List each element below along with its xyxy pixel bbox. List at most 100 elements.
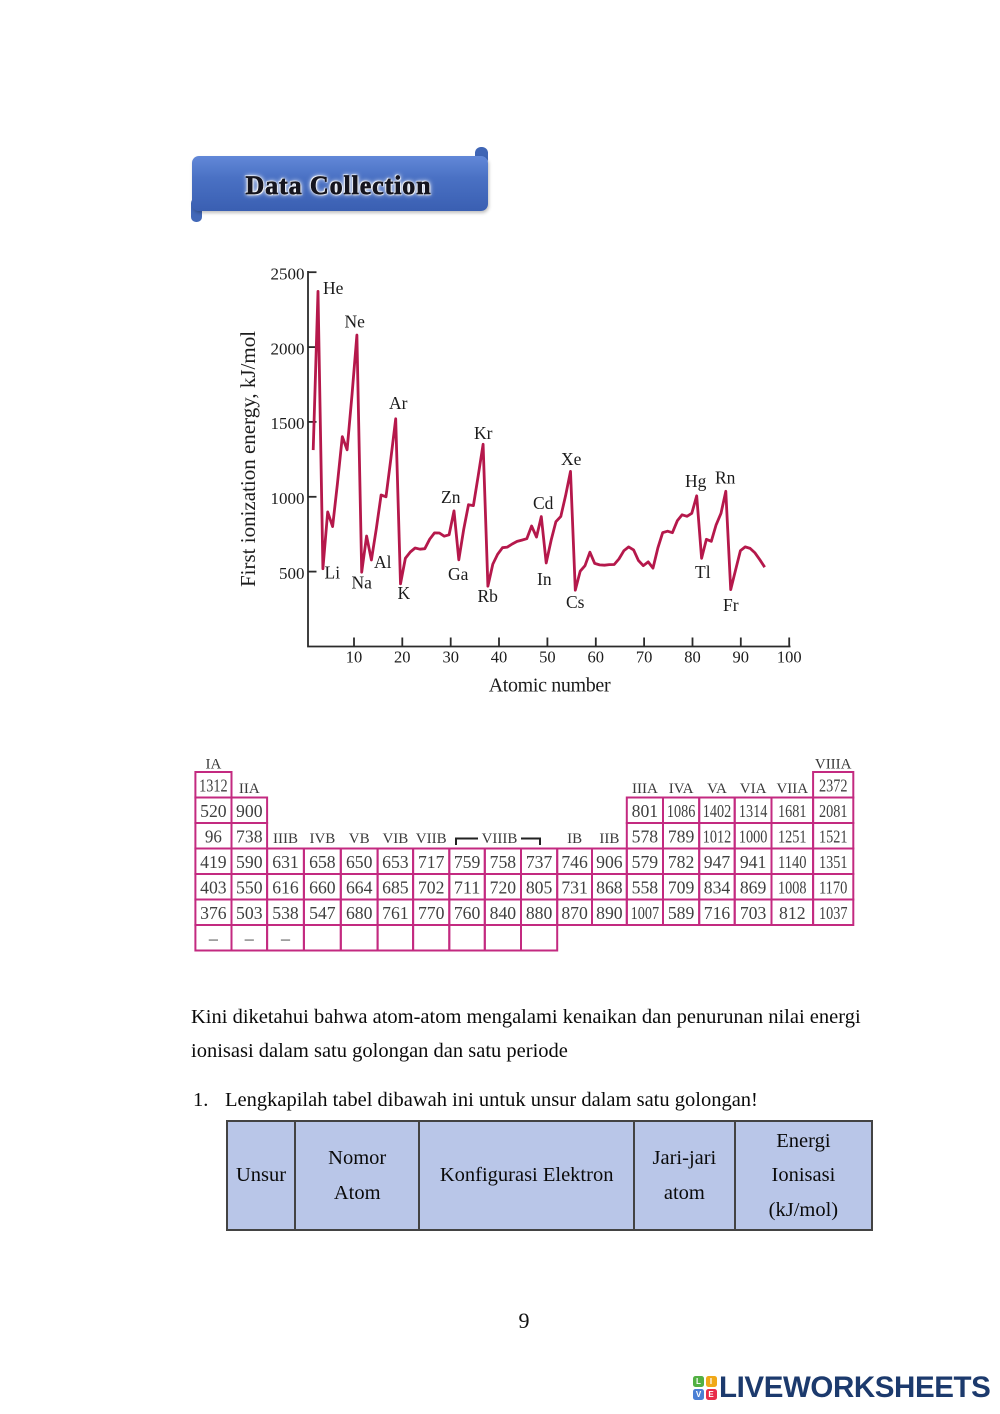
svg-text:Na: Na: [352, 573, 373, 593]
svg-text:558: 558: [632, 878, 659, 898]
svg-text:664: 664: [346, 878, 373, 898]
svg-text:720: 720: [490, 878, 517, 898]
svg-text:716: 716: [704, 903, 731, 923]
svg-text:IVB: IVB: [309, 831, 335, 847]
svg-text:880: 880: [526, 903, 553, 923]
svg-text:1012: 1012: [703, 827, 732, 847]
svg-text:1521: 1521: [819, 827, 848, 847]
svg-text:IIIA: IIIA: [632, 781, 658, 797]
svg-text:1500: 1500: [271, 414, 305, 433]
svg-text:10: 10: [346, 648, 363, 667]
svg-text:Ga: Ga: [448, 564, 469, 584]
svg-text:731: 731: [561, 878, 588, 898]
svg-text:758: 758: [490, 852, 517, 872]
svg-text:868: 868: [596, 878, 623, 898]
svg-text:1000: 1000: [271, 489, 305, 508]
svg-text:1251: 1251: [778, 827, 807, 847]
svg-text:660: 660: [309, 878, 336, 898]
svg-text:Li: Li: [325, 563, 341, 583]
svg-text:1170: 1170: [819, 878, 848, 898]
svg-text:1086: 1086: [667, 801, 696, 821]
svg-text:96: 96: [205, 827, 222, 847]
svg-text:–: –: [208, 929, 219, 949]
svg-text:805: 805: [526, 878, 553, 898]
svg-text:812: 812: [779, 903, 806, 923]
svg-text:First ionization energy, kJ/mo: First ionization energy, kJ/mol: [236, 331, 260, 587]
svg-text:520: 520: [200, 801, 227, 821]
svg-text:VB: VB: [349, 831, 370, 847]
svg-text:947: 947: [704, 852, 731, 872]
svg-text:90: 90: [733, 648, 750, 667]
svg-text:IA: IA: [205, 757, 221, 773]
svg-text:60: 60: [588, 648, 605, 667]
svg-text:Cs: Cs: [566, 592, 585, 612]
svg-text:616: 616: [272, 878, 299, 898]
svg-text:Xe: Xe: [561, 449, 582, 469]
svg-text:Fr: Fr: [723, 595, 739, 615]
svg-text:653: 653: [382, 852, 409, 872]
svg-text:547: 547: [309, 903, 336, 923]
svg-text:1402: 1402: [703, 801, 732, 821]
svg-text:2081: 2081: [819, 801, 848, 821]
svg-text:1312: 1312: [199, 776, 228, 796]
svg-text:770: 770: [418, 903, 445, 923]
svg-text:759: 759: [454, 852, 481, 872]
svg-text:1351: 1351: [819, 852, 848, 872]
svg-text:702: 702: [418, 878, 445, 898]
svg-text:IVA: IVA: [669, 781, 694, 797]
svg-text:941: 941: [740, 852, 767, 872]
svg-text:Zn: Zn: [441, 487, 461, 507]
svg-text:1037: 1037: [819, 903, 848, 923]
svg-text:578: 578: [632, 827, 659, 847]
svg-text:He: He: [323, 278, 344, 298]
svg-text:1681: 1681: [778, 801, 807, 821]
svg-text:1314: 1314: [739, 801, 768, 821]
svg-text:1000: 1000: [739, 827, 768, 847]
svg-text:IB: IB: [567, 831, 582, 847]
svg-text:906: 906: [596, 852, 623, 872]
svg-text:40: 40: [491, 648, 508, 667]
svg-text:500: 500: [279, 564, 305, 583]
svg-text:890: 890: [596, 903, 623, 923]
svg-text:1007: 1007: [631, 903, 660, 923]
svg-text:Rb: Rb: [478, 586, 499, 606]
svg-text:Cd: Cd: [533, 493, 554, 513]
svg-text:869: 869: [740, 878, 767, 898]
svg-text:376: 376: [200, 903, 227, 923]
svg-text:631: 631: [272, 852, 299, 872]
svg-text:650: 650: [346, 852, 373, 872]
svg-text:801: 801: [632, 801, 659, 821]
svg-text:680: 680: [346, 903, 373, 923]
svg-text:746: 746: [561, 852, 588, 872]
svg-text:50: 50: [539, 648, 556, 667]
svg-text:Rn: Rn: [715, 468, 736, 488]
svg-text:2500: 2500: [271, 265, 305, 284]
svg-text:Ne: Ne: [345, 312, 366, 332]
svg-text:Al: Al: [374, 552, 392, 572]
svg-text:Ar: Ar: [389, 393, 408, 413]
svg-text:1140: 1140: [778, 852, 807, 872]
svg-text:1008: 1008: [778, 878, 807, 898]
svg-text:2000: 2000: [271, 339, 305, 358]
svg-text:685: 685: [382, 878, 409, 898]
svg-text:782: 782: [668, 852, 695, 872]
svg-text:2372: 2372: [819, 776, 848, 796]
svg-text:Kr: Kr: [474, 423, 493, 443]
svg-text:VIA: VIA: [740, 781, 767, 797]
svg-text:VIIB: VIIB: [416, 831, 447, 847]
svg-text:589: 589: [668, 903, 695, 923]
svg-text:403: 403: [200, 878, 227, 898]
svg-text:834: 834: [704, 878, 731, 898]
svg-text:760: 760: [454, 903, 481, 923]
svg-text:In: In: [537, 569, 552, 589]
svg-text:503: 503: [236, 903, 263, 923]
svg-text:761: 761: [382, 903, 409, 923]
svg-text:IIIB: IIIB: [273, 831, 298, 847]
svg-text:80: 80: [684, 648, 701, 667]
svg-text:538: 538: [272, 903, 299, 923]
svg-text:738: 738: [236, 827, 263, 847]
svg-text:579: 579: [632, 852, 659, 872]
svg-text:–: –: [244, 929, 255, 949]
svg-text:30: 30: [442, 648, 459, 667]
svg-text:703: 703: [740, 903, 767, 923]
